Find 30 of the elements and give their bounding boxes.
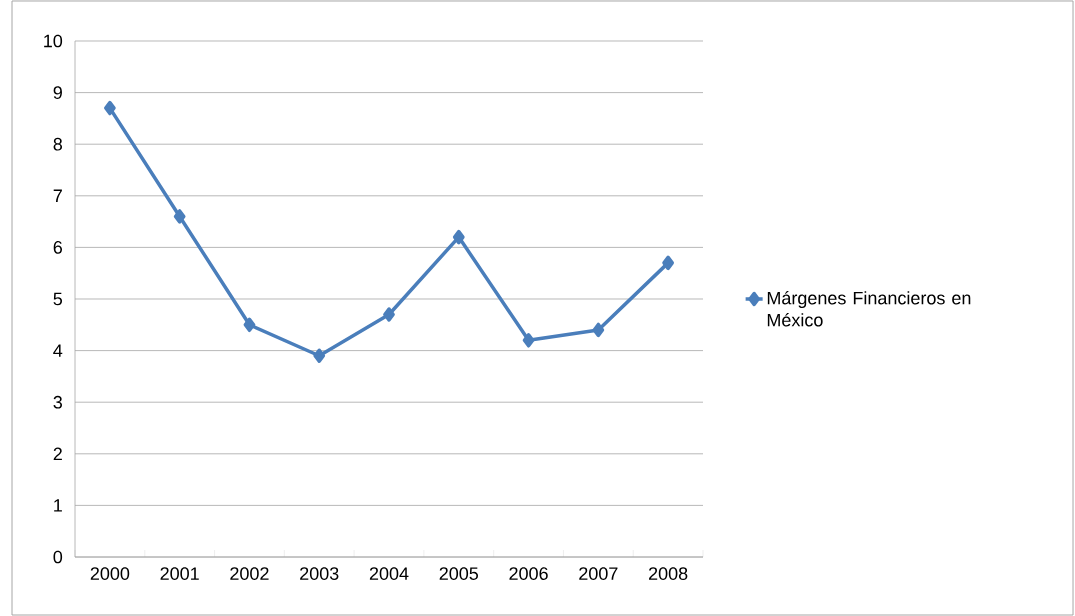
y-tick-label: 7 bbox=[53, 189, 62, 202]
legend-label: Márgenes Financieros en México bbox=[767, 291, 971, 327]
point bbox=[662, 255, 674, 271]
x-tick-label: 2006 bbox=[509, 567, 548, 580]
y-tick-label: 5 bbox=[53, 292, 63, 306]
point bbox=[313, 348, 326, 364]
y-tick-label: 1 bbox=[54, 499, 62, 512]
y-tick-label: 8 bbox=[53, 137, 63, 151]
x-tick-label: 2008 bbox=[649, 567, 688, 580]
y-tick-label: 2 bbox=[53, 447, 62, 461]
y-tick-label: 9 bbox=[53, 86, 62, 99]
y-tick-label: 6 bbox=[53, 241, 63, 254]
point bbox=[383, 307, 395, 322]
point bbox=[452, 229, 465, 245]
point bbox=[104, 100, 116, 116]
y-tick-label: 10 bbox=[44, 34, 63, 48]
point bbox=[522, 333, 535, 348]
x-tick-label: 2007 bbox=[579, 567, 618, 580]
point bbox=[592, 322, 605, 338]
x-tick-label: 2002 bbox=[230, 567, 269, 580]
x-tick-label: 2003 bbox=[300, 567, 339, 580]
x-tick-label: 2001 bbox=[160, 567, 199, 580]
point bbox=[243, 317, 256, 333]
x-tick-label: 2005 bbox=[439, 567, 479, 580]
x-tick-label: 2004 bbox=[369, 567, 409, 580]
y-tick-label: 4 bbox=[53, 344, 63, 357]
point bbox=[173, 209, 186, 224]
x-tick-label: 2000 bbox=[90, 567, 130, 580]
y-tick-label: 3 bbox=[53, 395, 63, 409]
y-tick-label: 0 bbox=[53, 550, 63, 564]
